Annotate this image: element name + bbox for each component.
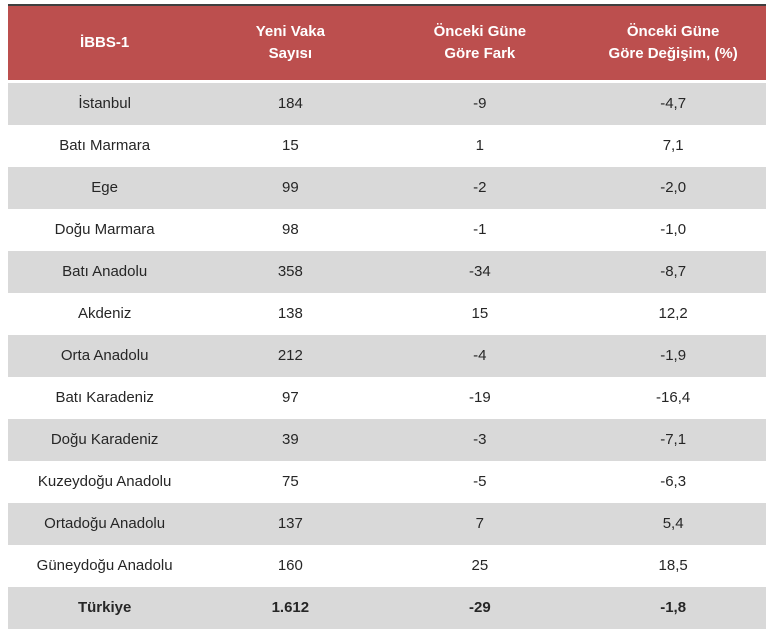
new-cases-cell: 99 xyxy=(282,179,299,196)
new-cases-cell: 15 xyxy=(282,137,299,154)
pct-change-cell: -2,0 xyxy=(660,179,687,196)
table-row: Orta Anadolu 212 -4 -1,9 xyxy=(8,335,766,377)
column-header-pct-change: Önceki Güne Göre Değişim, (%) xyxy=(580,5,766,83)
new-cases-cell: 98 xyxy=(282,221,299,238)
column-header-region: İBBS-1 xyxy=(8,5,202,83)
region-cell: Ortadoğu Anadolu xyxy=(44,515,166,532)
table-row: Akdeniz 138 15 12,2 xyxy=(8,293,766,335)
table-row: Doğu Karadeniz 39 -3 -7,1 xyxy=(8,419,766,461)
new-cases-cell: 1.612 xyxy=(271,599,310,616)
region-cell: Orta Anadolu xyxy=(60,347,149,364)
ibbs1-new-cases-table: İBBS-1 Yeni Vaka Sayısı Önceki Güne Göre… xyxy=(8,4,766,629)
table-row: Batı Anadolu 358 -34 -8,7 xyxy=(8,251,766,293)
new-cases-cell: 160 xyxy=(277,557,303,574)
pct-change-cell: 7,1 xyxy=(662,137,684,154)
new-cases-cell: 212 xyxy=(277,347,303,364)
region-cell: Ege xyxy=(91,179,118,196)
pct-change-cell: -1,9 xyxy=(660,347,687,364)
region-cell: Türkiye xyxy=(77,599,132,616)
region-cell: Batı Anadolu xyxy=(62,263,148,280)
prev-day-diff-cell: -4 xyxy=(473,347,487,364)
region-cell: Akdeniz xyxy=(77,305,132,322)
table-row: Güneydoğu Anadolu 160 25 18,5 xyxy=(8,545,766,587)
prev-day-diff-cell: -5 xyxy=(473,473,487,490)
table-header: İBBS-1 Yeni Vaka Sayısı Önceki Güne Göre… xyxy=(8,5,766,83)
table-header-row: İBBS-1 Yeni Vaka Sayısı Önceki Güne Göre… xyxy=(8,5,766,83)
prev-day-diff-cell: -9 xyxy=(473,95,487,112)
pct-change-cell: 12,2 xyxy=(658,305,688,322)
prev-day-diff-cell: -1 xyxy=(473,221,487,238)
table-row: Batı Marmara 15 1 7,1 xyxy=(8,125,766,167)
pct-change-cell: 18,5 xyxy=(658,557,688,574)
prev-day-diff-cell: 25 xyxy=(471,557,489,574)
prev-day-diff-cell: -19 xyxy=(468,389,491,406)
new-cases-cell: 138 xyxy=(277,305,303,322)
table-row: Kuzeydoğu Anadolu 75 -5 -6,3 xyxy=(8,461,766,503)
table-total-row: Türkiye 1.612 -29 -1,8 xyxy=(8,587,766,629)
prev-day-diff-cell: -3 xyxy=(473,431,487,448)
region-cell: Kuzeydoğu Anadolu xyxy=(37,473,172,490)
prev-day-diff-cell: 15 xyxy=(471,305,489,322)
ibbs1-table-container: İBBS-1 Yeni Vaka Sayısı Önceki Güne Göre… xyxy=(8,4,766,629)
table-row: Doğu Marmara 98 -1 -1,0 xyxy=(8,209,766,251)
region-cell: İstanbul xyxy=(78,95,131,112)
prev-day-diff-cell: -2 xyxy=(473,179,487,196)
region-cell: Güneydoğu Anadolu xyxy=(36,557,173,574)
table-row: Batı Karadeniz 97 -19 -16,4 xyxy=(8,377,766,419)
prev-day-diff-cell: -34 xyxy=(468,263,491,280)
prev-day-diff-cell: 7 xyxy=(475,515,484,532)
prev-day-diff-cell: -29 xyxy=(468,599,491,616)
pct-change-cell: -1,0 xyxy=(660,221,687,238)
table-row: Ortadoğu Anadolu 137 7 5,4 xyxy=(8,503,766,545)
table-row: Ege 99 -2 -2,0 xyxy=(8,167,766,209)
column-header-new-cases: Yeni Vaka Sayısı xyxy=(201,5,380,83)
new-cases-cell: 358 xyxy=(277,263,303,280)
region-cell: Doğu Marmara xyxy=(54,221,155,238)
pct-change-cell: 5,4 xyxy=(662,515,684,532)
new-cases-cell: 97 xyxy=(282,389,299,406)
column-header-prev-day-diff: Önceki Güne Göre Fark xyxy=(379,5,581,83)
table-row: İstanbul 184 -9 -4,7 xyxy=(8,81,766,125)
pct-change-cell: -4,7 xyxy=(660,95,687,112)
pct-change-cell: -6,3 xyxy=(660,473,687,490)
pct-change-cell: -8,7 xyxy=(660,263,687,280)
pct-change-cell: -1,8 xyxy=(660,599,687,616)
new-cases-cell: 75 xyxy=(282,473,299,490)
pct-change-cell: -7,1 xyxy=(660,431,687,448)
new-cases-cell: 137 xyxy=(277,515,303,532)
region-cell: Doğu Karadeniz xyxy=(50,431,159,448)
region-cell: Batı Marmara xyxy=(59,137,151,154)
region-cell: Batı Karadeniz xyxy=(55,389,154,406)
prev-day-diff-cell: 1 xyxy=(475,137,484,154)
pct-change-cell: -16,4 xyxy=(656,389,691,406)
new-cases-cell: 184 xyxy=(277,95,303,112)
table-body: İstanbul 184 -9 -4,7 Batı Marmara 15 1 7… xyxy=(8,81,766,629)
new-cases-cell: 39 xyxy=(282,431,299,448)
